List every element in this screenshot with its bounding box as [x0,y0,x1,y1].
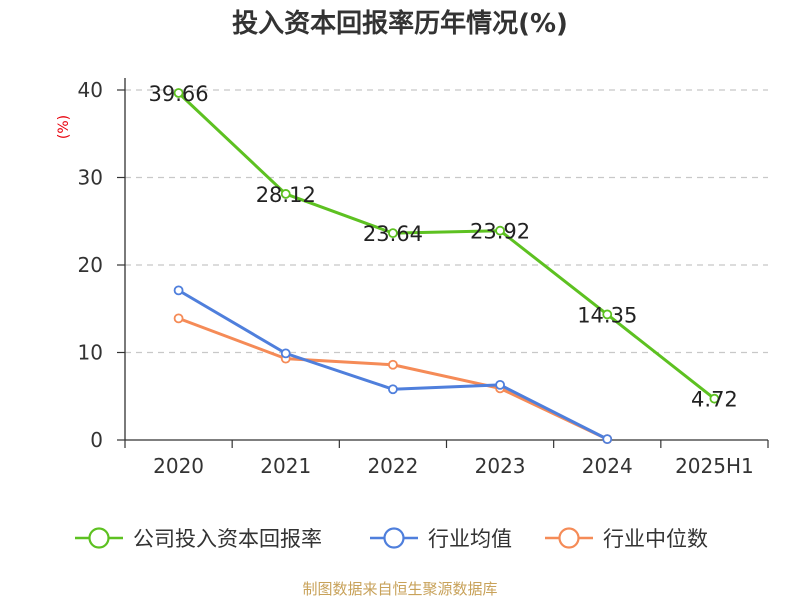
data-label: 14.35 [577,303,637,327]
data-label: 39.66 [149,82,209,106]
y-axis-ticks: 0 10 20 30 40 [78,78,125,452]
data-point [709,393,720,404]
series-line [177,91,716,400]
series-group [173,88,720,445]
legend-marker [558,527,580,549]
data-point [280,348,291,359]
data-point [495,379,505,390]
data-point [388,359,398,370]
x-tick-label: 2024 [582,454,633,478]
data-point [173,88,184,98]
x-tick-label: 2021 [260,454,311,478]
y-tick-label: 40 [78,78,103,102]
x-tick-label: 2025H1 [675,454,754,478]
series-line [178,316,608,441]
legend-marker [88,527,110,549]
data-point [280,189,291,199]
grid-lines [125,89,768,354]
x-axis-ticks: 2020 2021 2022 2023 2024 2025H1 [124,440,769,478]
source-note: 制图数据来自恒生聚源数据库 [302,580,497,598]
data-label: 4.72 [691,388,738,412]
chart-title: 投入资本回报率历年情况(%) [232,8,568,39]
data-point [173,285,184,296]
x-tick-label: 2020 [153,454,204,478]
data-label: 23.92 [470,220,530,244]
data-point [388,384,398,395]
data-label: 23.64 [363,222,423,246]
data-point [173,313,184,324]
data-point [602,434,613,445]
y-axis-label: (%) [56,115,72,139]
data-labels: 39.66 28.12 23.64 23.92 14.35 4.72 [149,82,738,412]
legend-label: 公司投入资本回报率 [133,527,322,551]
data-point [495,225,505,236]
y-tick-label: 30 [78,166,103,190]
legend-marker [383,527,405,549]
legend[interactable]: 公司投入资本回报率 行业均值 行业中位数 [75,527,708,551]
y-tick-label: 20 [78,253,103,277]
legend-label: 行业均值 [428,527,512,551]
legend-label: 行业中位数 [603,527,708,551]
x-tick-label: 2022 [367,454,418,478]
data-label: 28.12 [256,183,316,207]
x-tick-label: 2023 [475,454,526,478]
data-point [388,228,398,239]
y-tick-label: 0 [90,428,103,452]
y-tick-label: 10 [78,341,103,365]
data-point [602,309,613,320]
